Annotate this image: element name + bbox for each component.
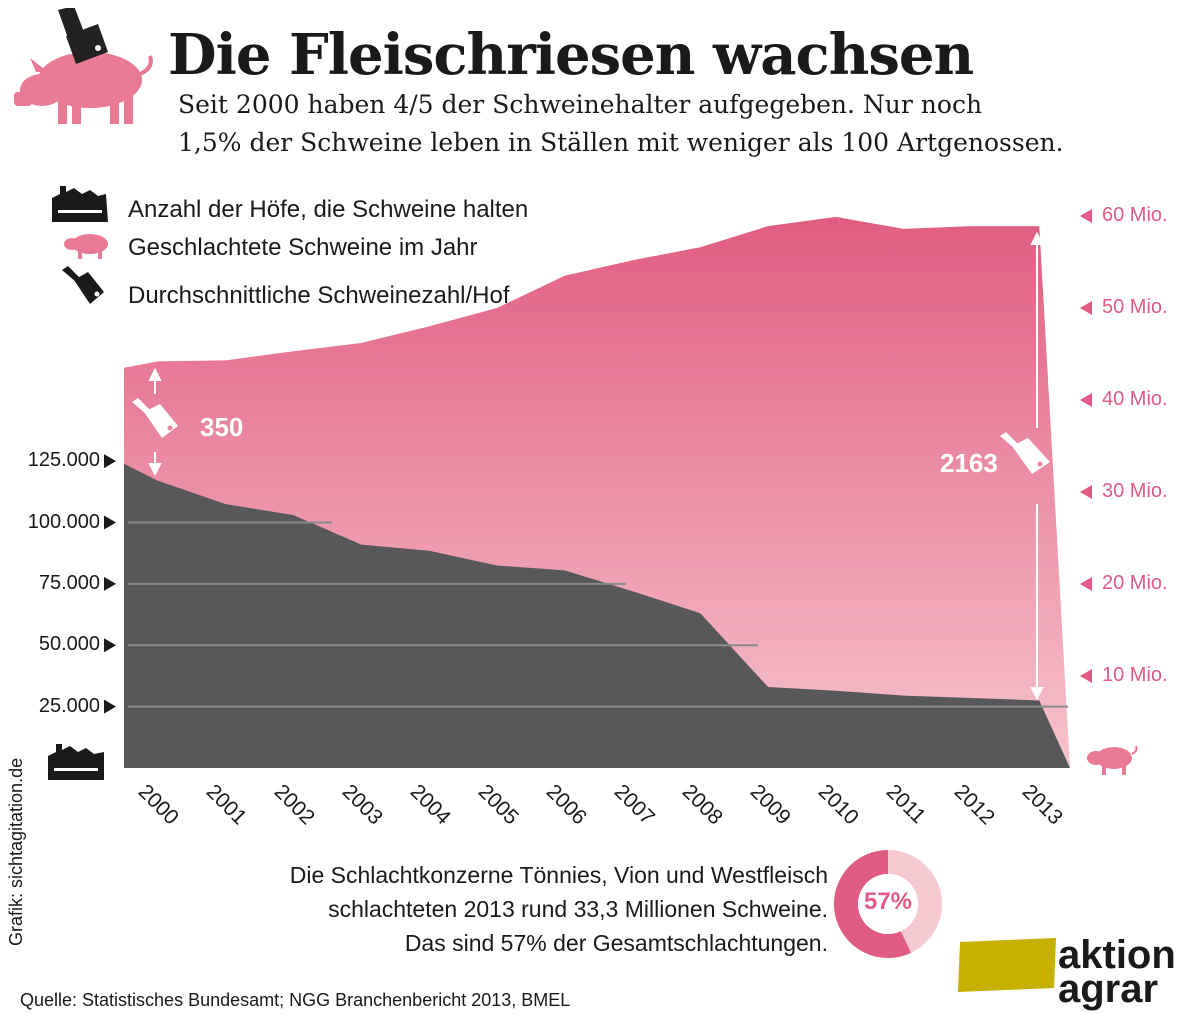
- right-tick-arrow: [1080, 393, 1092, 407]
- cleaver-icon: [62, 266, 104, 304]
- left-tick-label: 125.000: [27, 449, 100, 472]
- brand-line-2: agrar: [1058, 967, 1159, 1011]
- right-tick-label: 40 Mio.: [1102, 388, 1168, 410]
- note-line-1: Die Schlachtkonzerne Tönnies, Vion und W…: [289, 862, 828, 888]
- header-cleaver-icon: [58, 8, 108, 64]
- right-tick-arrow: [1080, 301, 1092, 315]
- barn-icon-axis: [48, 744, 104, 780]
- donut-percent-label: 57%: [863, 888, 913, 915]
- right-tick-label: 50 Mio.: [1102, 296, 1168, 318]
- right-tick-label: 30 Mio.: [1102, 480, 1168, 502]
- page-title: Die Fleischriesen wachsen: [168, 22, 974, 88]
- annotation-350-arrows: [148, 367, 162, 477]
- legend-farms: Anzahl der Höfe, die Schweine halten: [128, 196, 529, 223]
- right-tick-label: 10 Mio.: [1102, 664, 1168, 686]
- right-tick-label: 20 Mio.: [1102, 572, 1168, 594]
- farms-area: [124, 463, 1070, 768]
- left-tick-arrow: [104, 454, 116, 469]
- subtitle-line-2: 1,5% der Schweine leben in Ställen mit w…: [178, 128, 1064, 157]
- left-tick-arrow: [104, 576, 116, 591]
- donut-share: [834, 850, 911, 958]
- pig-icon: [64, 234, 108, 259]
- left-tick-label: 25.000: [38, 694, 100, 717]
- source: Quelle: Statistisches Bundesamt; NGG Bra…: [20, 990, 571, 1010]
- brand-swatch: [958, 938, 1056, 992]
- left-tick-label: 100.000: [27, 510, 100, 533]
- note-line-3: Das sind 57% der Gesamtschlachtungen.: [404, 930, 828, 956]
- barn-icon: [52, 186, 108, 222]
- brand-logo: aktion agrar: [1058, 933, 1176, 1011]
- note-line-2: schlachteten 2013 rund 33,3 Millionen Sc…: [328, 896, 828, 922]
- legend-slaughtered: Geschlachtete Schweine im Jahr: [128, 234, 478, 261]
- right-tick-arrow: [1080, 485, 1092, 499]
- annotation-2163-arrows: [1030, 231, 1044, 701]
- brand-line-1: aktion: [1058, 933, 1176, 977]
- donut-chart: [834, 850, 942, 958]
- right-tick-arrow: [1080, 209, 1092, 223]
- concentration-note: Die Schlachtkonzerne Tönnies, Vion und W…: [228, 858, 828, 960]
- annotation-350: 350: [200, 412, 244, 442]
- credit: Grafik: sichtagitation.de: [6, 757, 26, 946]
- right-tick-label: 60 Mio.: [1102, 204, 1168, 226]
- legend-average: Durchschnittliche Schweinezahl/Hof: [128, 282, 510, 309]
- right-tick-arrow: [1080, 577, 1092, 591]
- left-tick-label: 75.000: [38, 571, 100, 594]
- cleaver-icon-2000: [132, 398, 178, 438]
- pig-icon-axis: [1087, 745, 1138, 775]
- left-tick-arrow: [104, 699, 116, 714]
- left-tick-arrow: [104, 638, 116, 653]
- annotation-2163: 2163: [940, 448, 998, 478]
- header-pig-icon: [14, 8, 153, 124]
- right-tick-arrow: [1080, 669, 1092, 683]
- subtitle-line-1: Seit 2000 haben 4/5 der Schweinehalter a…: [178, 90, 983, 119]
- donut-hole: [858, 874, 918, 934]
- cleaver-icon-2013: [1000, 432, 1050, 474]
- left-tick-arrow: [104, 515, 116, 530]
- left-tick-label: 50.000: [38, 633, 100, 656]
